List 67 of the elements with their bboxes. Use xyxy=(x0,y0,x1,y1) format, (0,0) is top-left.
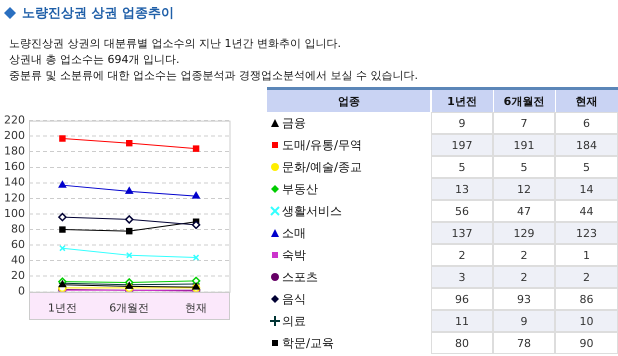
data-label: 137 xyxy=(452,227,472,240)
x-tick-label: 1년전 xyxy=(48,301,77,314)
y-tick-label: 20 xyxy=(10,269,25,282)
data-label: 2 xyxy=(458,249,466,262)
y-tick-label: 문화/예술/종교 xyxy=(282,160,362,174)
data-label: 129 xyxy=(514,227,534,240)
y-tick-label: 200 xyxy=(4,129,25,142)
data-label: 96 xyxy=(455,293,469,306)
data-label: 191 xyxy=(514,139,534,152)
y-tick-label: 금융 xyxy=(282,116,306,130)
data-label: 14 xyxy=(580,183,594,196)
data-label: 47 xyxy=(517,205,531,218)
y-tick-label: 140 xyxy=(4,176,25,189)
data-label: 12 xyxy=(517,183,531,196)
y-tick-label: 학문/교육 xyxy=(282,336,334,350)
y-tick-label: 180 xyxy=(4,144,25,158)
data-label: 6 xyxy=(583,117,590,130)
data-label: 11 xyxy=(455,315,469,328)
data-label: 5 xyxy=(583,161,590,174)
chart-title: 노량진상권 상권 업종추이 xyxy=(22,5,174,22)
x-tick-label: 현재 xyxy=(576,95,598,108)
data-label: 9 xyxy=(520,315,528,328)
data-label: 1 xyxy=(583,249,590,262)
y-tick-label: 40 xyxy=(10,254,25,267)
data-label: 13 xyxy=(455,183,469,196)
data-label: 2 xyxy=(583,271,590,284)
y-tick-label: 160 xyxy=(4,160,25,174)
data-label: 2 xyxy=(520,271,528,284)
data-label: 184 xyxy=(576,139,597,152)
data-label: 5 xyxy=(520,161,528,174)
data-label: 123 xyxy=(576,227,597,240)
data-label: 9 xyxy=(458,117,466,130)
y-tick-label: 숙박 xyxy=(282,248,306,262)
text: 상권내 총 업소수는 694개 입니다. xyxy=(9,52,180,68)
data-label: 93 xyxy=(517,293,531,306)
x-tick-label: 1년전 xyxy=(447,95,477,108)
data-label: 5 xyxy=(458,161,466,174)
data-label: 7 xyxy=(520,117,528,130)
text: 노량진상권 상권의 대분류별 업소수의 지난 1년간 변화추이 입니다. xyxy=(9,36,342,52)
y-tick-label: 120 xyxy=(4,191,25,204)
data-label: 80 xyxy=(455,337,469,350)
y-tick-label: 의료 xyxy=(282,314,306,328)
x-tick-label: 6개월전 xyxy=(109,301,150,314)
data-label: 90 xyxy=(580,337,594,350)
data-label: 78 xyxy=(517,337,531,350)
data-label: 3 xyxy=(458,271,466,284)
y-tick-label: 60 xyxy=(10,238,25,251)
y-tick-label: 생활서비스 xyxy=(282,204,342,218)
x-tick-label: 6개월전 xyxy=(504,95,544,108)
data-label: 197 xyxy=(452,139,472,152)
y-tick-label: 100 xyxy=(4,206,25,220)
data-label: 10 xyxy=(580,315,594,328)
y-tick-label: 0 xyxy=(18,284,25,298)
data-label: 2 xyxy=(520,249,528,262)
y-tick-label: 스포츠 xyxy=(282,270,318,284)
data-label: 86 xyxy=(580,293,594,306)
y-tick-label: 80 xyxy=(10,222,25,236)
text: 중분류 및 소분류에 대한 업소수는 업종분석과 경쟁업소분석에서 보실 수 있습니다. xyxy=(9,68,418,84)
y-tick-label: 소매 xyxy=(282,226,306,240)
y-tick-label: 부동산 xyxy=(282,182,318,196)
x-tick-label: 현재 xyxy=(185,301,208,314)
data-label: 44 xyxy=(580,205,594,218)
y-tick-label: 220 xyxy=(4,113,25,126)
y-axis-title: 업종 xyxy=(338,95,360,108)
y-tick-label: 도매/유통/무역 xyxy=(282,138,362,152)
data-label: 56 xyxy=(455,205,469,218)
y-tick-label: 음식 xyxy=(282,292,306,306)
